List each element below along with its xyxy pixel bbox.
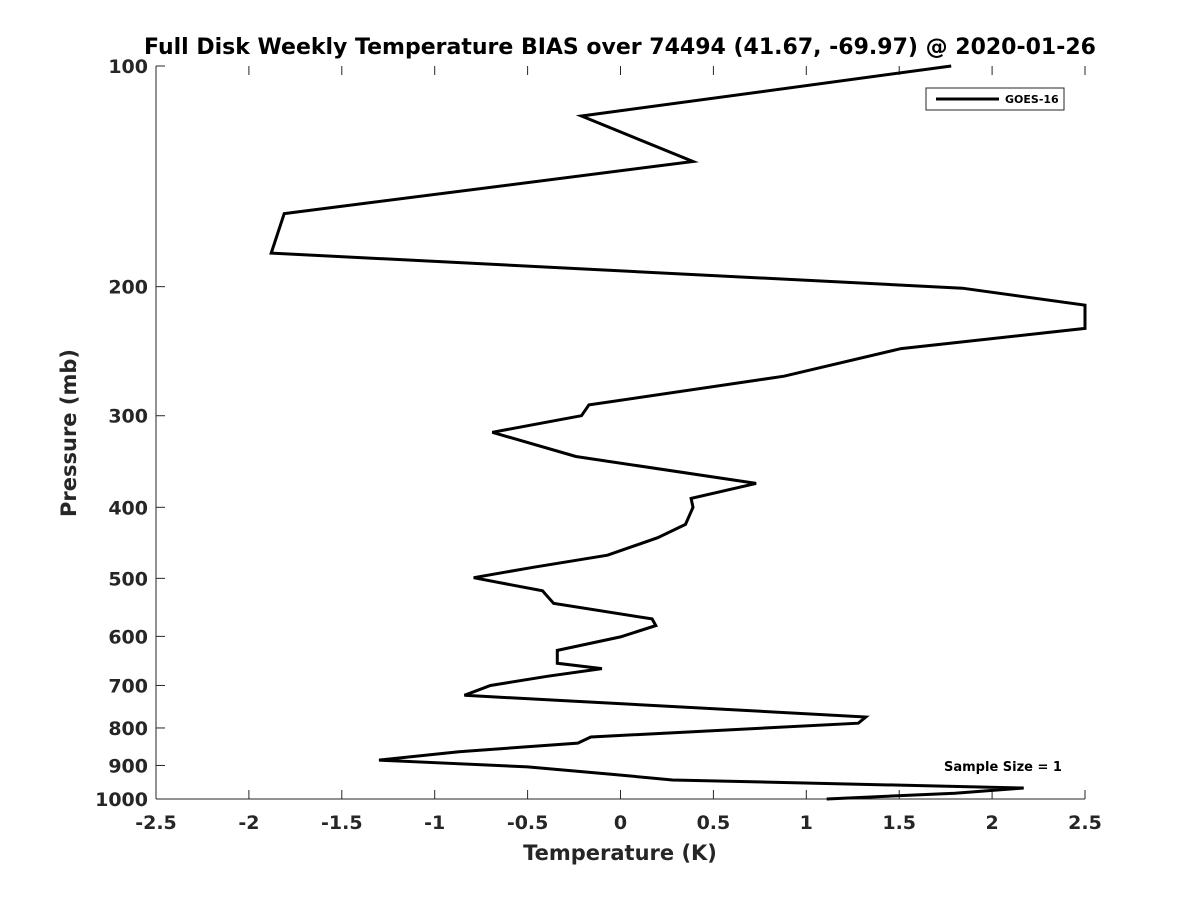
x-tick-label: 1 xyxy=(800,812,813,834)
x-tick-label: -1 xyxy=(424,812,445,834)
y-axis-ticks: 100 200 300 400 500 600 700 800 900 1000 xyxy=(95,56,165,811)
y-tick-label: 100 xyxy=(108,56,148,78)
x-tick-label: 1.5 xyxy=(882,812,916,834)
x-tick-label: 2 xyxy=(985,812,998,834)
x-axis-ticks: -2.5 -2 -1.5 -1 -0.5 0 0.5 1 1.5 2 2.5 xyxy=(135,66,1102,834)
x-tick-label: -2 xyxy=(238,812,259,834)
series-group xyxy=(269,64,1087,801)
plot-area xyxy=(156,66,1085,799)
y-tick-label: 1000 xyxy=(95,789,148,811)
y-tick-label: 200 xyxy=(108,277,148,299)
legend: GOES-16 xyxy=(925,87,1065,111)
y-tick-label: 600 xyxy=(108,626,148,648)
x-tick-label: 0 xyxy=(614,812,627,834)
y-axis-label: Pressure (mb) xyxy=(57,349,81,517)
series-line-goes-16 xyxy=(269,64,1087,801)
sample-size-annotation: Sample Size = 1 xyxy=(944,760,1062,775)
y-tick-label: 500 xyxy=(108,568,148,590)
y-tick-label: 800 xyxy=(108,718,148,740)
legend-label-goes-16: GOES-16 xyxy=(1005,93,1059,106)
y-tick-label: 300 xyxy=(108,406,148,428)
y-tick-label: 700 xyxy=(108,675,148,697)
x-tick-label: -0.5 xyxy=(507,812,549,834)
x-tick-label: 2.5 xyxy=(1068,812,1102,834)
chart-title: Full Disk Weekly Temperature BIAS over 7… xyxy=(144,35,1096,60)
x-tick-label: -2.5 xyxy=(135,812,177,834)
y-tick-label: 400 xyxy=(108,497,148,519)
x-axis-label: Temperature (K) xyxy=(523,841,717,865)
x-tick-label: -1.5 xyxy=(321,812,363,834)
x-tick-label: 0.5 xyxy=(697,812,731,834)
y-tick-label: 900 xyxy=(108,755,148,777)
